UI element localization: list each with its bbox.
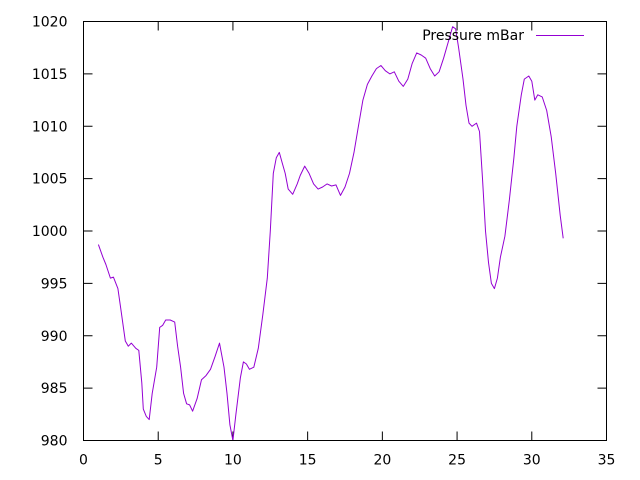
y-tick-label: 1020 — [32, 15, 68, 31]
plot-frame — [83, 21, 607, 441]
x-tick-label: 15 — [299, 453, 317, 469]
x-tick-label: 0 — [79, 453, 88, 469]
x-tick-label: 20 — [373, 453, 391, 469]
legend: Pressure mBar — [422, 28, 584, 44]
y-tick-label: 1005 — [32, 172, 68, 188]
y-tick-label: 1010 — [32, 119, 68, 135]
series-layer — [97, 26, 564, 441]
x-tick-label: 5 — [154, 453, 163, 469]
series-line-0 — [97, 26, 564, 441]
y-tick-label: 1015 — [32, 67, 68, 83]
x-tick-label: 35 — [598, 453, 616, 469]
x-tick-label: 25 — [448, 453, 466, 469]
y-tick-label: 995 — [41, 276, 68, 292]
legend-label-pressure: Pressure mBar — [422, 28, 524, 44]
y-tick-label: 990 — [41, 329, 68, 345]
x-tick-label: 10 — [224, 453, 242, 469]
y-tick-label: 1000 — [32, 224, 68, 240]
tick-labels: 0 5 10 15 20 25 30 3598098599099510001005101010… — [32, 15, 616, 469]
y-tick-label: 985 — [41, 381, 68, 397]
y-tick-label: 980 — [41, 434, 68, 450]
x-tick-label: 30 — [523, 453, 541, 469]
